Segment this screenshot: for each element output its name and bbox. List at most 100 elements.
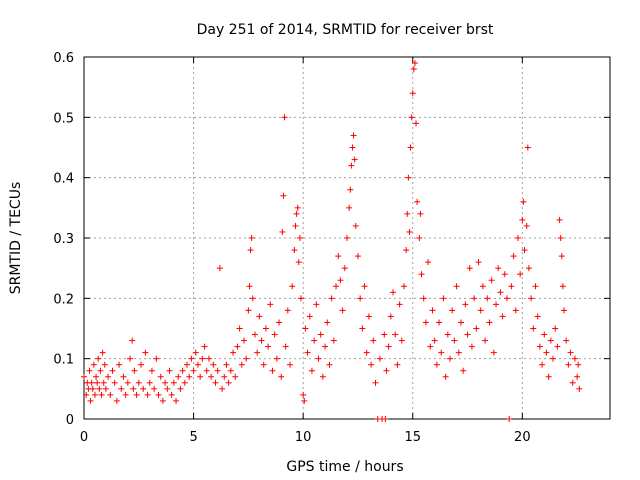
data-point	[350, 132, 357, 139]
data-point	[390, 289, 397, 296]
data-point	[536, 343, 543, 350]
data-point	[102, 385, 109, 392]
data-point	[335, 253, 342, 260]
data-point	[383, 367, 390, 374]
data-point	[420, 295, 427, 302]
data-point	[142, 349, 149, 356]
data-point	[501, 271, 508, 278]
data-point	[552, 325, 559, 332]
data-point	[181, 379, 188, 386]
data-point	[254, 349, 261, 356]
data-point	[503, 295, 510, 302]
data-point	[100, 379, 107, 386]
data-point	[560, 307, 567, 314]
data-point	[164, 385, 171, 392]
data-point	[276, 319, 283, 326]
data-point	[328, 295, 335, 302]
data-point	[457, 319, 464, 326]
data-point	[234, 343, 241, 350]
data-point	[357, 295, 364, 302]
chart-title: Day 251 of 2014, SRMTID for receiver brs…	[197, 22, 494, 38]
data-point	[177, 385, 184, 392]
data-point	[444, 331, 451, 338]
data-point	[471, 295, 478, 302]
data-point	[232, 373, 239, 380]
data-point	[281, 114, 288, 121]
data-point	[497, 289, 504, 296]
data-point	[208, 373, 215, 380]
data-point	[405, 174, 412, 181]
data-point	[333, 283, 340, 290]
data-point	[308, 367, 315, 374]
data-point	[90, 361, 97, 368]
x-tick-label: 5	[189, 430, 197, 445]
data-point	[429, 307, 436, 314]
data-point	[157, 373, 164, 380]
data-point	[400, 283, 407, 290]
data-point	[284, 307, 291, 314]
data-point	[260, 361, 267, 368]
data-point	[440, 295, 447, 302]
data-point	[192, 349, 199, 356]
data-point	[135, 379, 142, 386]
data-point	[118, 385, 125, 392]
data-point	[168, 391, 175, 398]
data-point	[186, 373, 193, 380]
data-point	[300, 391, 307, 398]
data-point	[291, 247, 298, 254]
data-point	[394, 361, 401, 368]
data-point	[569, 379, 576, 386]
data-point	[179, 367, 186, 374]
data-point	[521, 247, 528, 254]
data-point	[431, 337, 438, 344]
axis-ticks: 0 5 10 15 20 0 0.1 0.2 0.3 0.4 0.5 0.6	[53, 51, 610, 445]
data-point	[495, 265, 502, 272]
data-point	[89, 385, 96, 392]
data-point	[295, 259, 302, 266]
data-point	[417, 210, 424, 217]
data-point	[571, 355, 578, 362]
data-point	[510, 253, 517, 260]
data-point	[554, 343, 561, 350]
data-point	[269, 367, 276, 374]
data-point	[372, 379, 379, 386]
data-point	[205, 355, 212, 362]
data-point	[575, 361, 582, 368]
data-point	[249, 295, 256, 302]
data-point	[317, 331, 324, 338]
data-point	[406, 228, 413, 235]
data-point	[227, 367, 234, 374]
data-point	[486, 319, 493, 326]
data-point	[289, 283, 296, 290]
data-point	[413, 120, 420, 127]
data-point	[407, 144, 414, 151]
x-tick-label: 15	[404, 430, 421, 445]
data-point	[216, 265, 223, 272]
data-point	[188, 355, 195, 362]
data-point	[88, 379, 95, 386]
data-point	[315, 355, 322, 362]
data-point	[292, 222, 299, 229]
data-point	[520, 198, 527, 205]
data-point	[248, 235, 255, 241]
data-point	[184, 361, 191, 368]
data-point	[525, 265, 532, 272]
y-tick-label: 0.3	[53, 232, 74, 247]
data-point	[129, 337, 136, 344]
data-point	[359, 325, 366, 332]
data-point	[120, 373, 127, 380]
y-tick-label: 0.2	[53, 292, 74, 307]
data-point	[130, 385, 137, 392]
data-point	[313, 301, 320, 308]
data-point	[326, 361, 333, 368]
data-point	[348, 162, 355, 169]
data-point	[262, 325, 269, 332]
data-point	[199, 355, 206, 362]
data-point	[436, 319, 443, 326]
data-point	[558, 253, 565, 260]
data-point	[311, 337, 318, 344]
data-point	[414, 198, 421, 205]
data-point	[385, 343, 392, 350]
data-point	[532, 283, 539, 290]
